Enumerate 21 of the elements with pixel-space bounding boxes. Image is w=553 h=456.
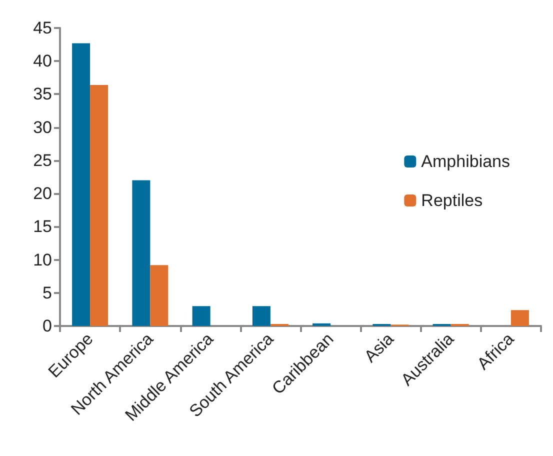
y-tick-label: 10 xyxy=(33,250,52,270)
y-tick-label: 0 xyxy=(42,316,52,336)
y-tick-label: 5 xyxy=(42,283,52,302)
bar xyxy=(252,306,270,326)
x-tick-label: Asia xyxy=(360,328,398,366)
y-tick-label: 35 xyxy=(33,84,52,104)
bar xyxy=(90,84,108,326)
y-tick-label: 15 xyxy=(33,217,52,236)
y-tick-label: 45 xyxy=(33,18,52,38)
y-tick-label: 20 xyxy=(33,184,52,204)
bar xyxy=(72,43,90,326)
bar xyxy=(312,323,331,326)
legend-label: Amphibians xyxy=(421,152,510,171)
legend-label: Reptiles xyxy=(421,191,483,210)
y-tick-label: 25 xyxy=(33,150,52,170)
bar xyxy=(510,310,529,326)
bar xyxy=(150,265,168,326)
bar xyxy=(132,180,150,326)
bar xyxy=(192,306,210,326)
y-tick-label: 40 xyxy=(33,52,52,71)
y-tick-label: 30 xyxy=(33,118,52,137)
